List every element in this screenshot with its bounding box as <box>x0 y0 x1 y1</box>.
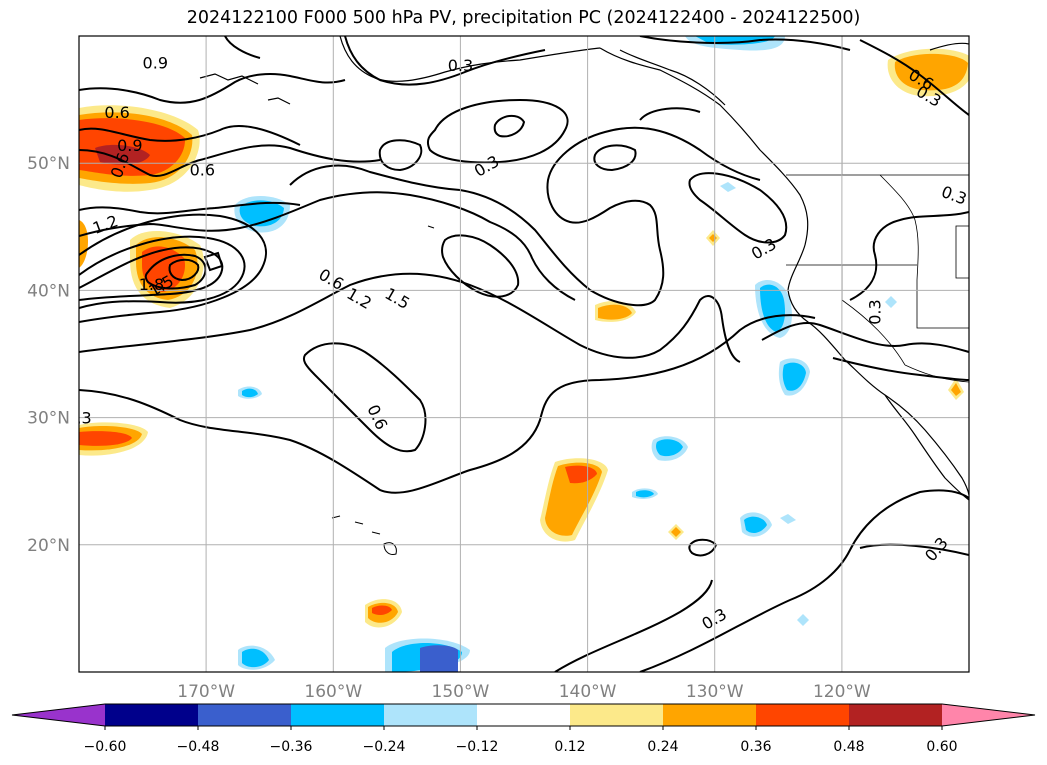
colorbar-segment <box>198 704 291 726</box>
lon-tick-label: 150°W <box>432 682 490 702</box>
coastlines <box>199 36 969 501</box>
colorbar-segment <box>663 704 756 726</box>
longitude-tick-labels: 170°W 160°W 150°W 140°W 130°W 120°W <box>177 682 871 702</box>
ocean-background <box>79 36 969 672</box>
contour-label: 0.9 <box>117 136 142 155</box>
colorbar-tick-label: 0.24 <box>647 739 678 755</box>
colorbar-tick-label: −0.60 <box>84 739 127 755</box>
colorbar-tick-label: 0.12 <box>554 739 585 755</box>
precip-negative-shading <box>234 36 897 672</box>
colorbar-segment <box>942 704 1035 726</box>
map-title: 2024122100 F000 500 hPa PV, precipitatio… <box>186 8 861 28</box>
gridlines <box>79 36 969 672</box>
colorbar-tick-label: −0.12 <box>456 739 499 755</box>
colorbar-segment <box>291 704 384 726</box>
lat-tick-label: 50°N <box>27 154 70 174</box>
colorbar-segment <box>849 704 942 726</box>
colorbar-tick-label: 0.48 <box>833 739 864 755</box>
precip-positive-shading <box>79 48 969 628</box>
colorbar-tick-label: −0.24 <box>363 739 406 755</box>
colorbar-segment <box>570 704 663 726</box>
lon-tick-label: 160°W <box>304 682 362 702</box>
contour-label: 0.3 <box>448 56 473 75</box>
colorbar-segment <box>756 704 849 726</box>
lon-tick-label: 130°W <box>686 682 744 702</box>
latitude-tick-labels: 20°N 30°N 40°N 50°N <box>27 154 70 556</box>
map-content: 0.9 0.30.60.90.6 0.6 0.31.21.81.5 0.61.2 1.50… <box>66 36 969 672</box>
lon-tick-label: 170°W <box>177 682 235 702</box>
lon-tick-label: 140°W <box>559 682 617 702</box>
colorbar-segment <box>477 704 570 726</box>
map-frame <box>78 35 970 673</box>
contour-label: 0.9 <box>143 53 168 72</box>
contour-label: 0.3 <box>866 299 885 324</box>
contour-label: 0.6 <box>190 160 215 179</box>
colorbar: −0.60 −0.48 −0.36 −0.24 −0.12 0.12 0.24 0.36 0.4… <box>11 703 1036 755</box>
lat-tick-label: 40°N <box>27 281 70 301</box>
colorbar-tick-label: 0.36 <box>740 739 771 755</box>
contour-label: 0.3 <box>66 408 91 427</box>
colorbar-segment <box>105 704 198 726</box>
colorbar-segment <box>12 704 105 726</box>
colorbar-tick-label: −0.36 <box>270 739 313 755</box>
lon-tick-label: 120°W <box>813 682 871 702</box>
lat-tick-label: 30°N <box>27 409 70 429</box>
contour-label: 1.8 <box>139 275 164 294</box>
colorbar-tick-label: −0.48 <box>177 739 220 755</box>
colorbar-segment <box>384 704 477 726</box>
colorbar-tick-label: 0.60 <box>926 739 957 755</box>
lat-tick-label: 20°N <box>27 536 70 556</box>
contour-label: 0.6 <box>104 103 129 122</box>
